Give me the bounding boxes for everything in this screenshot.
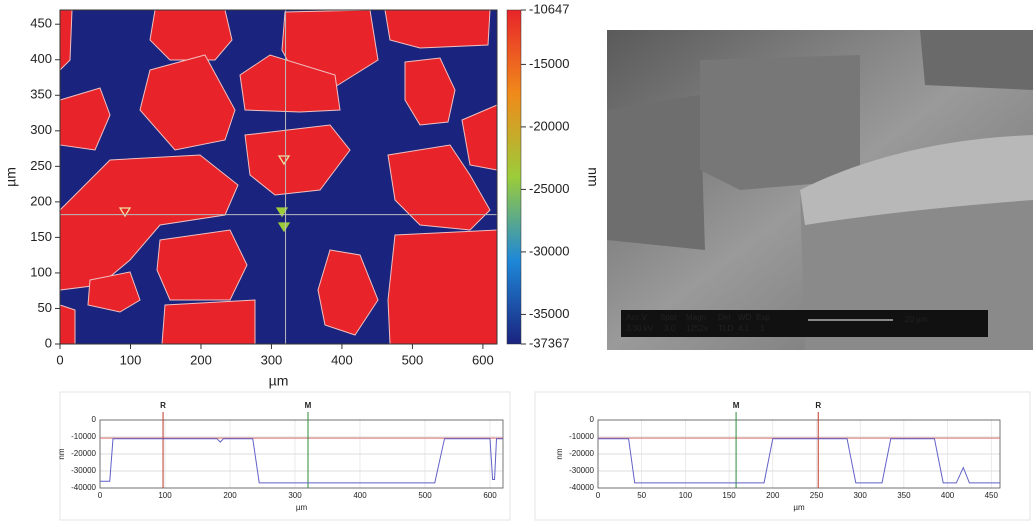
y-tick-label: -10000 bbox=[569, 432, 594, 441]
x-tick-label: 600 bbox=[472, 352, 494, 367]
x-tick-label: 200 bbox=[223, 491, 237, 500]
x-tick-label: 500 bbox=[418, 491, 432, 500]
y-tick-label: -40000 bbox=[569, 483, 594, 492]
colorbar bbox=[506, 9, 522, 345]
y-tick-label: 300 bbox=[30, 122, 52, 137]
sem-info-value: 4.1 bbox=[738, 324, 750, 333]
sem-info-value: TLD bbox=[718, 324, 733, 333]
x-tick-label: 100 bbox=[120, 352, 142, 367]
colorbar-tick-label: -10647 bbox=[529, 1, 569, 16]
x-tick-label: 0 bbox=[56, 352, 63, 367]
sem-info-value: 3.0 bbox=[664, 324, 676, 333]
plot-frame bbox=[99, 419, 504, 489]
x-tick-label: 0 bbox=[98, 491, 103, 500]
colorbar-tick-label: -37367 bbox=[529, 335, 569, 350]
x-tick-label: 500 bbox=[402, 352, 424, 367]
sem-pillars bbox=[607, 30, 1033, 350]
x-tick-label: 50 bbox=[637, 491, 646, 500]
cursor-label: R bbox=[815, 401, 821, 410]
x-axis-label: µm bbox=[296, 503, 308, 512]
y-tick-label: 450 bbox=[30, 16, 52, 31]
sem-info-bar bbox=[621, 310, 988, 337]
sem-info-value: 1252x bbox=[686, 324, 708, 333]
cursor-label: R bbox=[160, 401, 166, 410]
colorbar-label: nm bbox=[585, 167, 601, 186]
colorbar-tick-label: -25000 bbox=[529, 181, 569, 196]
x-tick-label: 300 bbox=[853, 491, 867, 500]
map-regions bbox=[59, 9, 498, 345]
x-axis-label: µm bbox=[269, 373, 289, 389]
profile-frame bbox=[534, 391, 1031, 521]
y-tick-label: 150 bbox=[30, 229, 52, 244]
sem-info-header: Det bbox=[718, 313, 731, 322]
y-axis-label: nm bbox=[57, 448, 66, 459]
cursor-label: M bbox=[305, 401, 312, 410]
y-tick-label: 0 bbox=[92, 415, 97, 424]
x-tick-label: 600 bbox=[483, 491, 497, 500]
sem-info-header: Acc.V bbox=[626, 313, 648, 322]
y-tick-label: -20000 bbox=[71, 449, 96, 458]
profile-line bbox=[598, 438, 1000, 484]
y-tick-label: 100 bbox=[30, 264, 52, 279]
colorbar-tick-label: -35000 bbox=[529, 306, 569, 321]
cursor-label: M bbox=[733, 401, 740, 410]
y-tick-label: 400 bbox=[30, 51, 52, 66]
profile-frame bbox=[59, 391, 511, 521]
x-tick-label: 400 bbox=[331, 352, 353, 367]
y-tick-label: -10000 bbox=[71, 432, 96, 441]
y-tick-label: -40000 bbox=[71, 483, 96, 492]
map-cursors bbox=[118, 155, 291, 233]
y-axis-label: nm bbox=[555, 448, 564, 459]
y-axis-label: µm bbox=[3, 167, 19, 187]
y-tick-label: -30000 bbox=[569, 466, 594, 475]
y-tick-label: 0 bbox=[590, 415, 595, 424]
sem-info-value: 1 bbox=[760, 324, 765, 333]
colorbar-tick-label: -15000 bbox=[529, 56, 569, 71]
y-tick-label: 0 bbox=[45, 335, 52, 350]
colorbar-tick-label: -20000 bbox=[529, 118, 569, 133]
sem-info-header: WD bbox=[738, 313, 752, 322]
sem-scale-label: 20 µm bbox=[905, 315, 928, 324]
sem-info-header: Exp bbox=[756, 313, 770, 322]
y-tick-label: 200 bbox=[30, 193, 52, 208]
x-tick-label: 100 bbox=[158, 491, 172, 500]
y-tick-label: 250 bbox=[30, 158, 52, 173]
sem-info-header: Magn bbox=[686, 313, 706, 322]
sem-info-value: 3.30 kV bbox=[626, 324, 654, 333]
x-tick-label: 150 bbox=[722, 491, 736, 500]
colorbar-tick-label: -30000 bbox=[529, 243, 569, 258]
y-tick-label: 50 bbox=[38, 300, 52, 315]
sem-info-header: Spot bbox=[660, 313, 677, 322]
x-tick-label: 100 bbox=[679, 491, 693, 500]
y-tick-label: 350 bbox=[30, 87, 52, 102]
x-tick-label: 400 bbox=[353, 491, 367, 500]
x-tick-label: 200 bbox=[190, 352, 212, 367]
plot-frame bbox=[597, 419, 1001, 489]
x-tick-label: 400 bbox=[941, 491, 955, 500]
x-tick-label: 300 bbox=[288, 491, 302, 500]
x-tick-label: 300 bbox=[261, 352, 283, 367]
plot-frame bbox=[59, 9, 498, 345]
x-tick-label: 0 bbox=[596, 491, 601, 500]
x-tick-label: 200 bbox=[766, 491, 780, 500]
x-tick-label: 250 bbox=[810, 491, 824, 500]
x-tick-label: 350 bbox=[897, 491, 911, 500]
profile-line bbox=[100, 438, 503, 484]
x-tick-label: 450 bbox=[985, 491, 999, 500]
y-tick-label: -30000 bbox=[71, 466, 96, 475]
y-tick-label: -20000 bbox=[569, 449, 594, 458]
x-axis-label: µm bbox=[793, 503, 805, 512]
